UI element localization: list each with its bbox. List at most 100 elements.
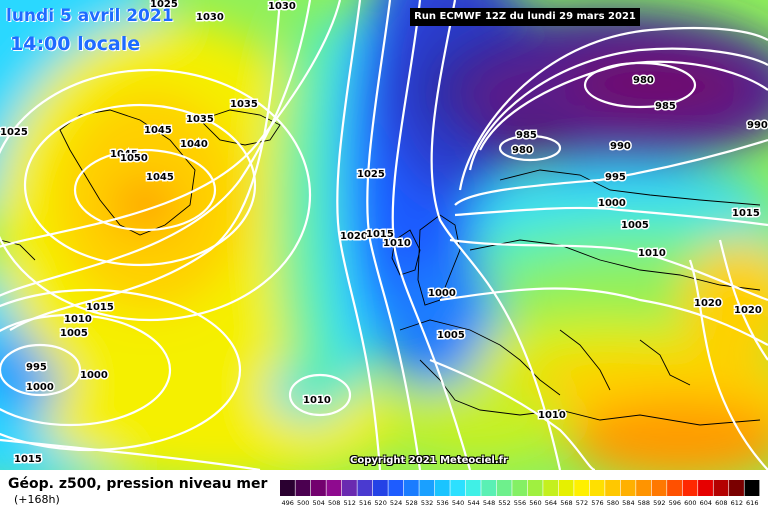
legend-swatch bbox=[713, 480, 729, 496]
legend-value-label: 548 bbox=[483, 499, 495, 507]
legend-swatch bbox=[605, 480, 621, 496]
product-title: Géop. z500, pression niveau mer bbox=[8, 476, 268, 492]
legend-swatch bbox=[434, 480, 450, 496]
isobar-label: 1010 bbox=[303, 395, 331, 406]
forecast-map: 1025 1030 1030 1035 1035 1045 1045 1050 … bbox=[0, 0, 768, 470]
legend-value-label: 504 bbox=[312, 499, 324, 507]
legend-value-label: 616 bbox=[746, 499, 758, 507]
legend-value-label: 592 bbox=[653, 499, 665, 507]
isobar-label: 1000 bbox=[80, 370, 108, 381]
legend-value-label: 540 bbox=[452, 499, 464, 507]
legend-swatch bbox=[450, 480, 466, 496]
legend-swatch bbox=[496, 480, 512, 496]
isobar-label: 1025 bbox=[357, 169, 385, 180]
legend-swatch bbox=[698, 480, 713, 496]
legend-swatch bbox=[620, 480, 636, 496]
isobar-label: 1000 bbox=[428, 288, 456, 299]
legend-value-label: 608 bbox=[715, 499, 727, 507]
legend-swatch bbox=[744, 480, 760, 496]
legend-swatch bbox=[357, 480, 373, 496]
isobar-label: 1020 bbox=[694, 298, 722, 309]
legend-value-label: 552 bbox=[498, 499, 510, 507]
isobar-label: 1030 bbox=[196, 12, 224, 23]
isobar-label: 1010 bbox=[383, 238, 411, 249]
isobar-label: 995 bbox=[605, 172, 626, 183]
legend-value-label: 564 bbox=[545, 499, 557, 507]
legend-swatch bbox=[403, 480, 419, 496]
legend-value-label: 588 bbox=[638, 499, 650, 507]
legend-value-label: 560 bbox=[529, 499, 541, 507]
legend-value-label: 520 bbox=[374, 499, 386, 507]
isobar-label: 1020 bbox=[734, 305, 762, 316]
legend-value-label: 596 bbox=[669, 499, 681, 507]
isobar-labels: 1025 1030 1030 1035 1035 1045 1045 1050 … bbox=[0, 0, 768, 467]
legend-swatch bbox=[465, 480, 481, 496]
isobar-label: 1040 bbox=[180, 139, 208, 150]
isobar-label: 1000 bbox=[26, 382, 54, 393]
legend-swatch bbox=[527, 480, 543, 496]
isobar-label: 1030 bbox=[268, 1, 296, 12]
isobar-label: 1045 bbox=[110, 149, 138, 160]
legend-swatch bbox=[280, 480, 295, 496]
isobar-label: 1045 bbox=[146, 172, 174, 183]
legend-value-label: 516 bbox=[359, 499, 371, 507]
legend-value-label: 512 bbox=[343, 499, 355, 507]
isobar-label: 1050 bbox=[120, 153, 148, 164]
isobar-label: 1015 bbox=[86, 302, 114, 313]
isobar-label: 985 bbox=[516, 130, 537, 141]
legend-value-label: 580 bbox=[607, 499, 619, 507]
legend-value-label: 568 bbox=[560, 499, 572, 507]
legend-value-label: 572 bbox=[576, 499, 588, 507]
legend-swatch bbox=[295, 480, 311, 496]
legend-swatch bbox=[326, 480, 342, 496]
isobar-label: 1015 bbox=[732, 208, 760, 219]
isobar-label: 990 bbox=[747, 120, 768, 131]
valid-date: lundi 5 avril 2021 bbox=[6, 6, 174, 26]
legend-value-label: 604 bbox=[700, 499, 712, 507]
coastlines bbox=[0, 109, 761, 426]
legend-swatch bbox=[651, 480, 667, 496]
model-run-info: Run ECMWF 12Z du lundi 29 mars 2021 bbox=[410, 8, 640, 26]
isobar-label: 1000 bbox=[598, 198, 626, 209]
legend-value-label: 496 bbox=[282, 499, 294, 507]
legend-swatch bbox=[729, 480, 744, 496]
isobar-label: 1020 bbox=[340, 231, 368, 242]
legend-value-label: 524 bbox=[390, 499, 402, 507]
local-time: 14:00 locale bbox=[10, 33, 141, 55]
isobar-label: 1010 bbox=[538, 410, 566, 421]
legend-value-label: 508 bbox=[328, 499, 340, 507]
isobar-label: 1045 bbox=[144, 125, 172, 136]
legend-swatch bbox=[388, 480, 404, 496]
isobar-label: 1005 bbox=[60, 328, 88, 339]
isobar-label: 985 bbox=[655, 101, 676, 112]
legend-swatch bbox=[419, 480, 435, 496]
legend-swatch bbox=[481, 480, 497, 496]
isobar-label: 1005 bbox=[437, 330, 465, 341]
legend-swatch bbox=[341, 480, 357, 496]
legend-value-label: 612 bbox=[731, 499, 743, 507]
isobar-label: 1015 bbox=[366, 229, 394, 240]
legend-value-label: 556 bbox=[514, 499, 526, 507]
copyright-notice: Copyright 2021 Meteociel.fr bbox=[350, 455, 508, 466]
legend-swatch bbox=[589, 480, 605, 496]
isobar-label: 1005 bbox=[621, 220, 649, 231]
footer-bar: Géop. z500, pression niveau mer (+168h) … bbox=[0, 470, 768, 512]
isobar-label: 1025 bbox=[150, 0, 178, 10]
isobar-label: 1025 bbox=[0, 127, 28, 138]
isobar-label: 1035 bbox=[186, 114, 214, 125]
isobar-label: 1015 bbox=[14, 454, 42, 465]
forecast-lead-time: (+168h) bbox=[14, 493, 60, 506]
legend-swatch bbox=[558, 480, 574, 496]
legend-value-label: 576 bbox=[591, 499, 603, 507]
isobar-label: 1010 bbox=[64, 314, 92, 325]
isobar-label: 990 bbox=[610, 141, 631, 152]
legend-value-label: 532 bbox=[421, 499, 433, 507]
legend-swatch bbox=[512, 480, 528, 496]
legend-value-label: 500 bbox=[297, 499, 309, 507]
isobars bbox=[0, 0, 768, 470]
legend-swatch bbox=[667, 480, 682, 496]
legend-swatch bbox=[682, 480, 698, 496]
isobar-label: 980 bbox=[633, 75, 654, 86]
legend-value-label: 528 bbox=[405, 499, 417, 507]
